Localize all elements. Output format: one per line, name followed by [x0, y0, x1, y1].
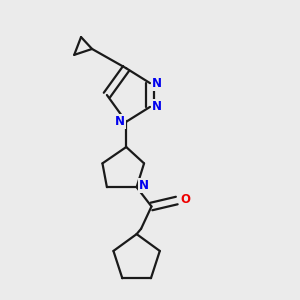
Text: O: O: [180, 193, 190, 206]
Text: N: N: [152, 100, 161, 113]
Text: N: N: [139, 179, 149, 192]
Text: N: N: [152, 76, 161, 90]
Text: N: N: [115, 115, 125, 128]
